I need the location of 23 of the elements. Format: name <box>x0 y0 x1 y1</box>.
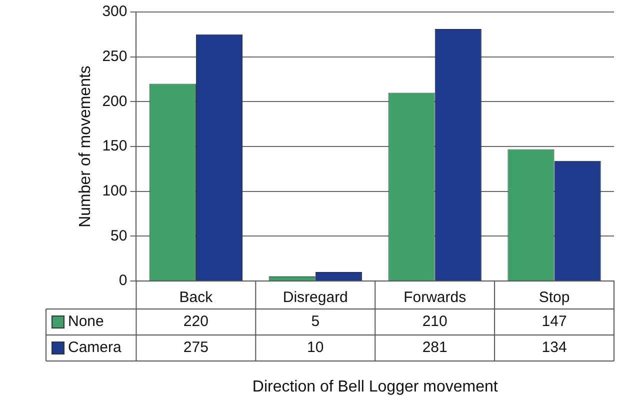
x-tick-label: Stop <box>538 289 570 306</box>
x-tick-label: Forwards <box>404 289 466 306</box>
data-label: 281 <box>422 339 448 356</box>
y-axis-title: Number of movements <box>77 66 94 228</box>
x-tick-label: Disregard <box>282 289 348 306</box>
data-label: 275 <box>183 339 208 356</box>
data-label: 10 <box>307 339 324 356</box>
data-label: 5 <box>311 313 320 330</box>
y-tick-label: 300 <box>102 3 128 20</box>
y-tick-label: 200 <box>102 92 128 110</box>
data-label: 134 <box>542 339 567 356</box>
data-label: 147 <box>542 313 567 330</box>
data-label: 220 <box>183 313 208 330</box>
y-tick-label: 50 <box>110 227 128 244</box>
y-tick-label: 100 <box>102 182 128 200</box>
x-tick-label: Back <box>179 289 214 306</box>
y-tick-label: 0 <box>118 272 128 290</box>
y-tick-label: 150 <box>102 138 128 155</box>
y-tick-label: 250 <box>102 48 128 65</box>
legend-label: None <box>68 313 104 330</box>
legend-label: Camera <box>68 339 122 356</box>
data-label: 210 <box>422 313 448 330</box>
x-axis-title: Direction of Bell Logger movement <box>252 378 498 396</box>
